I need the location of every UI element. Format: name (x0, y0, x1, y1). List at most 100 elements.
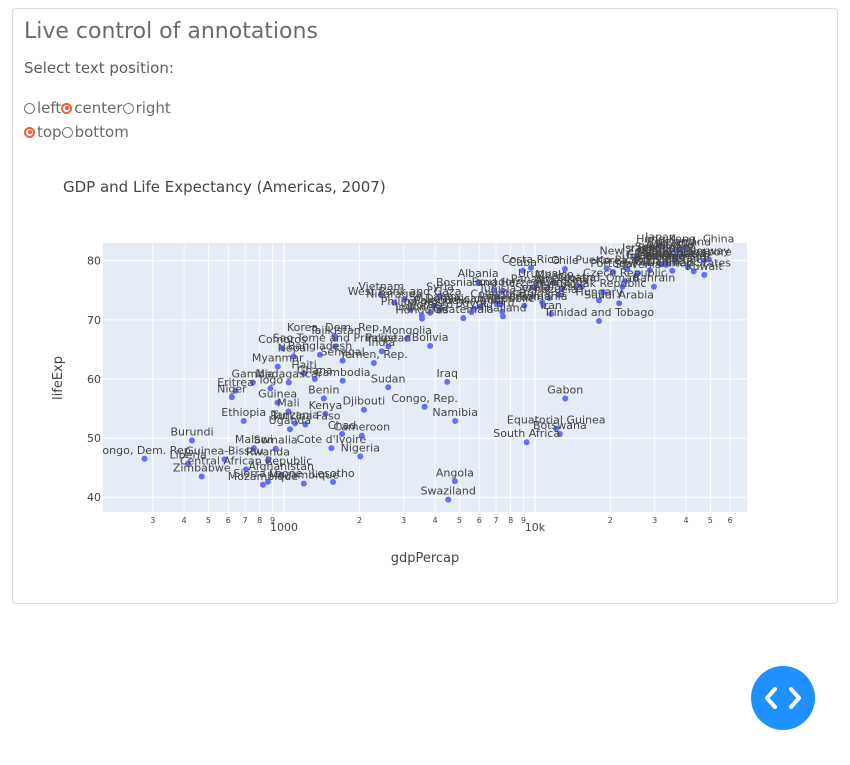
data-point[interactable] (491, 287, 498, 294)
data-point[interactable] (634, 253, 641, 260)
data-point[interactable] (546, 294, 553, 301)
data-point[interactable] (523, 439, 530, 446)
data-point[interactable] (519, 267, 526, 274)
radio-option-center[interactable]: center (61, 99, 123, 117)
data-point[interactable] (285, 379, 292, 386)
data-point[interactable] (322, 410, 329, 417)
data-point[interactable] (332, 343, 339, 350)
data-point[interactable] (705, 256, 712, 263)
data-point[interactable] (378, 292, 385, 299)
data-point[interactable] (497, 301, 504, 308)
radio-button-top[interactable] (24, 126, 35, 138)
data-point[interactable] (573, 283, 580, 290)
data-point[interactable] (221, 456, 228, 463)
data-point[interactable] (264, 478, 271, 485)
data-point[interactable] (596, 318, 603, 325)
radio-option-top[interactable]: top (24, 123, 62, 141)
data-point[interactable] (431, 302, 438, 309)
code-button[interactable] (751, 666, 815, 730)
data-point[interactable] (279, 345, 286, 352)
data-point[interactable] (339, 357, 346, 364)
scatter-chart[interactable]: GDP and Life Expectancy (Americas, 2007)… (0, 0, 850, 600)
data-point[interactable] (250, 445, 257, 452)
data-point[interactable] (274, 363, 281, 370)
data-point[interactable] (494, 293, 501, 300)
data-point[interactable] (600, 289, 607, 296)
plot-area[interactable] (103, 243, 747, 512)
data-point[interactable] (664, 252, 671, 259)
data-point[interactable] (427, 309, 434, 316)
data-point[interactable] (603, 265, 610, 272)
data-point[interactable] (278, 471, 285, 478)
data-point[interactable] (529, 284, 536, 291)
data-point[interactable] (436, 292, 443, 299)
data-point[interactable] (418, 312, 425, 319)
data-point[interactable] (551, 280, 558, 287)
data-point[interactable] (445, 496, 452, 503)
data-point[interactable] (385, 343, 392, 350)
data-point[interactable] (621, 278, 628, 285)
radio-button-right[interactable] (122, 102, 134, 114)
data-point[interactable] (330, 478, 337, 485)
data-point[interactable] (357, 453, 364, 460)
data-point[interactable] (664, 261, 671, 268)
data-point[interactable] (562, 395, 569, 402)
data-point[interactable] (331, 332, 338, 339)
data-point[interactable] (646, 267, 653, 274)
data-point[interactable] (610, 268, 617, 275)
data-point[interactable] (653, 253, 660, 260)
data-point[interactable] (548, 310, 555, 317)
data-point[interactable] (232, 387, 239, 394)
data-point[interactable] (529, 293, 536, 300)
data-point[interactable] (616, 300, 623, 307)
data-point[interactable] (521, 302, 528, 309)
data-point[interactable] (286, 426, 293, 433)
data-point[interactable] (596, 297, 603, 304)
data-point[interactable] (672, 253, 679, 260)
data-point[interactable] (427, 342, 434, 349)
data-point[interactable] (259, 481, 266, 488)
data-point[interactable] (228, 394, 235, 401)
data-point[interactable] (657, 242, 664, 249)
radio-option-left[interactable]: left (24, 99, 61, 117)
radio-button-left[interactable] (24, 102, 35, 114)
data-point[interactable] (391, 299, 398, 306)
data-point[interactable] (493, 299, 500, 306)
data-point[interactable] (385, 384, 392, 391)
data-point[interactable] (669, 267, 676, 274)
data-point[interactable] (267, 385, 274, 392)
data-point[interactable] (316, 351, 323, 358)
data-point[interactable] (249, 379, 256, 386)
data-point[interactable] (475, 279, 482, 286)
data-point[interactable] (358, 432, 365, 439)
data-point[interactable] (240, 417, 247, 424)
data-point[interactable] (642, 260, 649, 267)
data-point[interactable] (285, 408, 292, 415)
data-point[interactable] (444, 378, 451, 385)
data-point[interactable] (675, 247, 682, 254)
data-point[interactable] (300, 480, 307, 487)
data-point[interactable] (401, 296, 408, 303)
radio-button-center[interactable] (61, 102, 73, 114)
data-point[interactable] (141, 455, 148, 462)
data-point[interactable] (553, 425, 560, 432)
data-point[interactable] (499, 287, 506, 294)
data-point[interactable] (619, 283, 626, 290)
data-point[interactable] (682, 244, 689, 251)
data-point[interactable] (264, 457, 271, 464)
data-point[interactable] (339, 430, 346, 437)
data-point[interactable] (328, 445, 335, 452)
data-point[interactable] (701, 271, 708, 278)
data-point[interactable] (272, 445, 279, 452)
data-point[interactable] (311, 375, 318, 382)
data-point[interactable] (320, 395, 327, 402)
data-point[interactable] (274, 399, 281, 406)
data-point[interactable] (647, 252, 654, 259)
data-point[interactable] (290, 353, 297, 360)
data-point[interactable] (243, 466, 250, 473)
data-point[interactable] (499, 308, 506, 315)
data-point[interactable] (468, 309, 475, 316)
data-point[interactable] (700, 257, 707, 264)
data-point[interactable] (624, 266, 631, 273)
data-point[interactable] (198, 473, 205, 480)
